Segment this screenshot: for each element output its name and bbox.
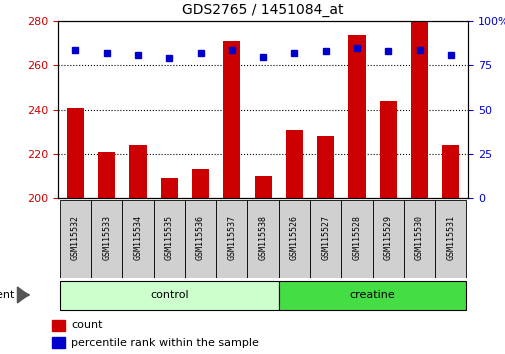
Bar: [278, 281, 466, 310]
Bar: [60, 200, 91, 278]
Bar: [91, 200, 122, 278]
Text: GSM115533: GSM115533: [102, 215, 111, 260]
Bar: [341, 200, 372, 278]
Bar: [52, 337, 65, 348]
Text: GSM115538: GSM115538: [258, 215, 267, 260]
FancyArrow shape: [17, 287, 28, 303]
Bar: [98, 152, 115, 198]
Bar: [278, 200, 310, 278]
Bar: [184, 200, 216, 278]
Text: creatine: creatine: [349, 290, 395, 300]
Title: GDS2765 / 1451084_at: GDS2765 / 1451084_at: [182, 4, 343, 17]
Text: GSM115535: GSM115535: [165, 215, 173, 260]
Text: GSM115530: GSM115530: [414, 215, 423, 260]
Text: GSM115536: GSM115536: [195, 215, 205, 260]
Text: GSM115534: GSM115534: [133, 215, 142, 260]
Text: GSM115529: GSM115529: [383, 215, 392, 260]
Bar: [122, 200, 154, 278]
Text: percentile rank within the sample: percentile rank within the sample: [71, 338, 259, 348]
Text: GSM115532: GSM115532: [71, 215, 80, 260]
Bar: [247, 200, 278, 278]
Bar: [372, 200, 403, 278]
Text: agent: agent: [0, 290, 15, 300]
Text: control: control: [149, 290, 188, 300]
Bar: [67, 108, 84, 198]
Bar: [129, 145, 146, 198]
Bar: [52, 320, 65, 331]
Bar: [317, 136, 334, 198]
Text: GSM115528: GSM115528: [352, 215, 361, 260]
Text: GSM115537: GSM115537: [227, 215, 236, 260]
Bar: [216, 200, 247, 278]
Bar: [285, 130, 302, 198]
Bar: [310, 200, 341, 278]
Bar: [223, 41, 240, 198]
Bar: [347, 34, 365, 198]
Bar: [410, 21, 427, 198]
Bar: [161, 178, 178, 198]
Text: count: count: [71, 320, 103, 330]
Bar: [154, 200, 184, 278]
Text: GSM115531: GSM115531: [445, 215, 455, 260]
Bar: [60, 281, 278, 310]
Bar: [254, 176, 271, 198]
Text: GSM115526: GSM115526: [289, 215, 298, 260]
Bar: [441, 145, 459, 198]
Text: GSM115527: GSM115527: [321, 215, 330, 260]
Bar: [379, 101, 396, 198]
Bar: [434, 200, 466, 278]
Bar: [403, 200, 434, 278]
Bar: [191, 170, 209, 198]
